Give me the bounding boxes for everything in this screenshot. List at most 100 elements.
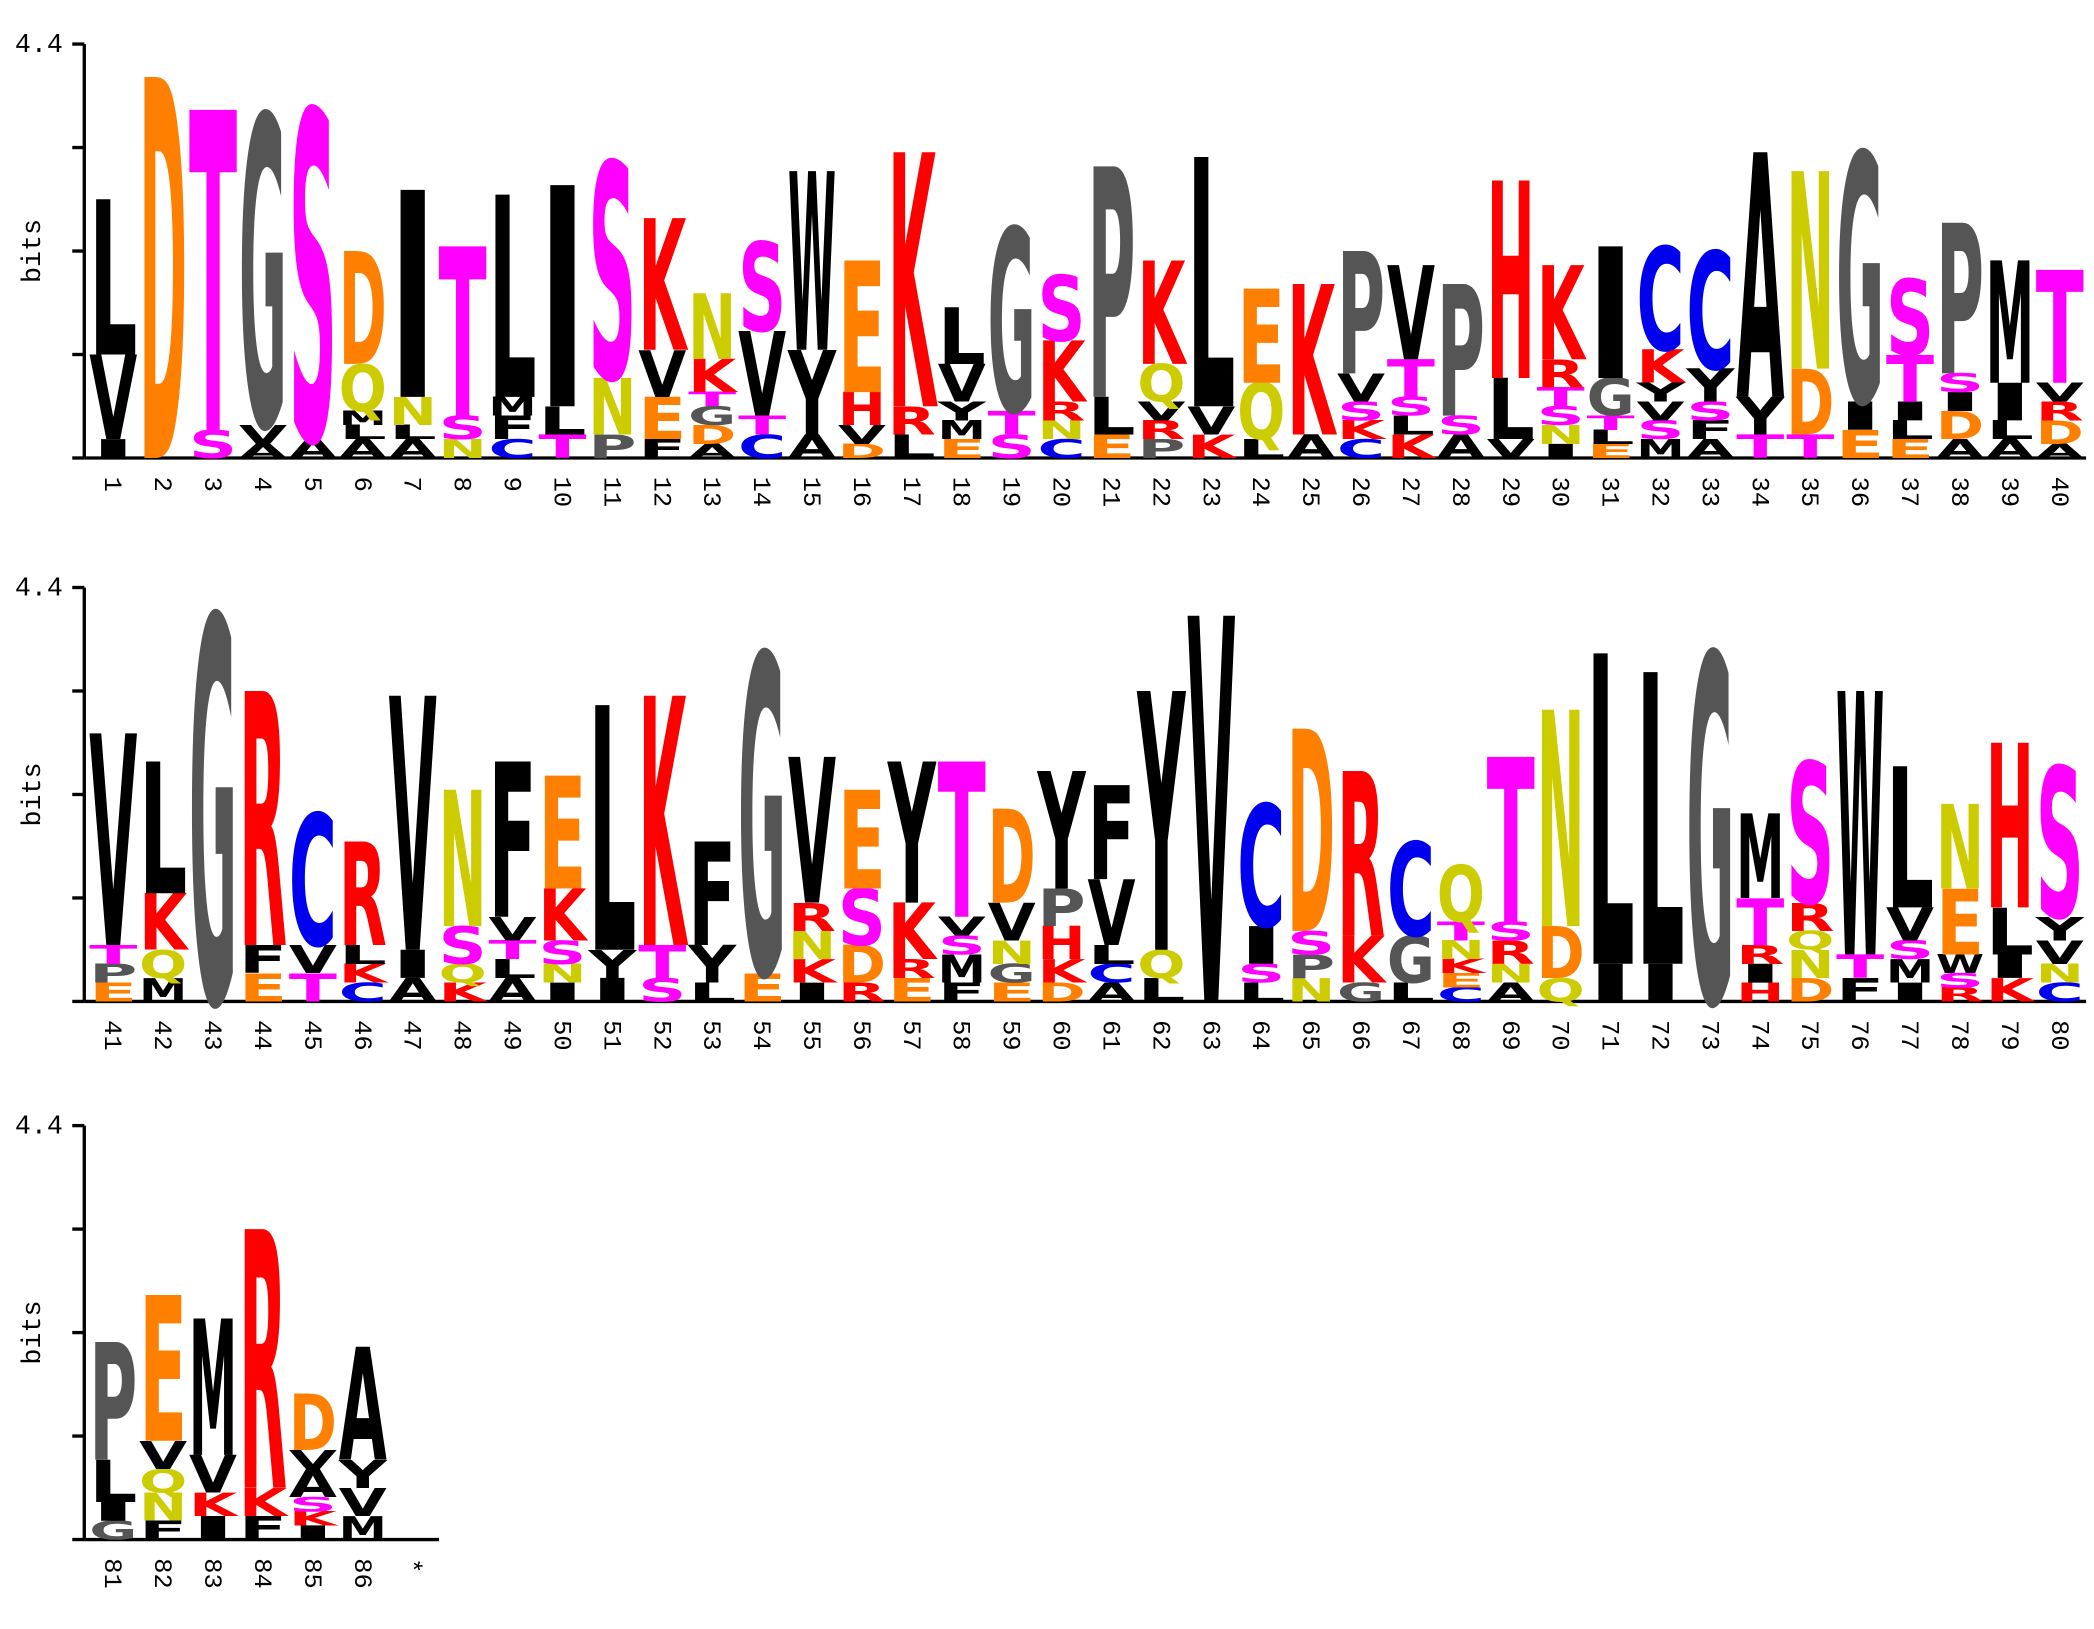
logo-letter: K bbox=[888, 83, 938, 489]
logo-letter: R bbox=[339, 814, 387, 979]
logo-letter: N bbox=[1537, 420, 1585, 450]
logo-letter: E bbox=[638, 386, 686, 454]
logo-letter: L bbox=[1187, 88, 1235, 487]
logo-letter: N bbox=[1487, 959, 1535, 989]
position-label: 67 bbox=[1395, 1020, 1424, 1050]
logo-letter: V bbox=[1636, 397, 1684, 427]
logo-letter: V bbox=[938, 912, 986, 942]
logo-letter: Q bbox=[139, 1463, 187, 1501]
logo-letter: V bbox=[139, 1434, 187, 1478]
logo-letter: S bbox=[638, 971, 686, 1009]
logo-letter: D bbox=[339, 222, 387, 402]
logo-letter: K bbox=[638, 183, 688, 393]
position-label: 61 bbox=[1095, 1020, 1124, 1050]
position-label: 60 bbox=[1046, 1020, 1075, 1050]
logo-letter: A bbox=[289, 435, 337, 465]
logo-letter: V bbox=[489, 910, 538, 948]
logo-letter: K bbox=[1137, 233, 1187, 398]
position-label: 52 bbox=[646, 1020, 675, 1050]
logo-letter: F bbox=[139, 1516, 187, 1546]
position-label: 69 bbox=[1495, 1020, 1524, 1050]
logo-letter: K bbox=[638, 627, 688, 1026]
logo-letter: N bbox=[988, 934, 1036, 972]
logo-letter: M bbox=[1986, 228, 2034, 424]
logo-letter: V bbox=[189, 1445, 238, 1505]
logo-letter: I bbox=[1636, 954, 1684, 1014]
position-label: 66 bbox=[1345, 1020, 1374, 1050]
logo-letter: T bbox=[489, 936, 538, 966]
logo-letter: K bbox=[1187, 428, 1237, 466]
logo-letter: C bbox=[1087, 959, 1135, 989]
position-label: 31 bbox=[1595, 477, 1624, 507]
logo-letter: T bbox=[538, 428, 586, 466]
logo-letter: C bbox=[1387, 816, 1435, 966]
logo-letter: P bbox=[1437, 249, 1485, 459]
logo-letter: R bbox=[888, 400, 936, 444]
logo-letter: K bbox=[339, 959, 390, 989]
logo-letter: E bbox=[1587, 440, 1635, 463]
logo-letter: G bbox=[89, 1516, 137, 1546]
logo-letter: A bbox=[1686, 435, 1734, 465]
logo-letter: S bbox=[1936, 969, 1984, 992]
logo-letter: A bbox=[1487, 978, 1535, 1008]
logo-letter: I bbox=[788, 978, 836, 1008]
position-label: 58 bbox=[946, 1020, 975, 1050]
position-label: 51 bbox=[596, 1020, 625, 1050]
logo-letter: K bbox=[1038, 325, 1089, 422]
logo-letter: A bbox=[339, 435, 387, 465]
logo-letter: S bbox=[1287, 924, 1335, 962]
logo-letter: T bbox=[2036, 241, 2084, 421]
logo-letter: C bbox=[738, 428, 786, 466]
logo-letter: F bbox=[489, 721, 537, 968]
logo-letter: V bbox=[389, 626, 437, 1032]
logo-letter: L bbox=[1587, 570, 1635, 1065]
logo-letter: H bbox=[1038, 917, 1086, 969]
logo-letter: V bbox=[988, 893, 1037, 953]
logo-letter: K bbox=[1636, 341, 1687, 393]
logo-letter: L bbox=[1487, 363, 1535, 460]
position-label: 86 bbox=[347, 1558, 376, 1588]
logo-letter: A bbox=[1287, 428, 1336, 466]
logo-letter: E bbox=[988, 978, 1036, 1008]
logo-letter: L bbox=[588, 639, 636, 1030]
logo-letter: A bbox=[289, 1463, 337, 1507]
logo-letter: T bbox=[1487, 711, 1535, 975]
logo-letter: C bbox=[489, 435, 537, 465]
y-tick-label: 4.4 bbox=[15, 575, 63, 605]
logo-letter: I bbox=[1986, 948, 2034, 986]
logo-letter: A bbox=[1437, 428, 1486, 466]
position-label: 85 bbox=[297, 1558, 326, 1588]
position-label: 64 bbox=[1245, 1020, 1274, 1050]
position-label: 30 bbox=[1545, 477, 1574, 507]
logo-letter: D bbox=[838, 440, 886, 463]
position-label: 41 bbox=[97, 1020, 126, 1050]
logo-letter: I bbox=[1587, 211, 1635, 421]
logo-letter: C bbox=[2036, 978, 2084, 1008]
y-axis-label: bits bbox=[19, 219, 49, 283]
position-label: 34 bbox=[1744, 477, 1773, 507]
logo-letter: D bbox=[1537, 914, 1585, 996]
position-label: 25 bbox=[1295, 477, 1324, 507]
logo-letter: L bbox=[1137, 971, 1185, 1009]
logo-letter: K bbox=[439, 978, 490, 1008]
logo-letter: A bbox=[339, 1318, 387, 1498]
logo-letter: K bbox=[239, 1481, 290, 1525]
logo-letter: I bbox=[389, 943, 437, 987]
logo-letter: M bbox=[339, 1510, 387, 1548]
logo-letter: M bbox=[489, 392, 537, 422]
position-label: 48 bbox=[447, 1020, 476, 1050]
logo-letter: F bbox=[938, 978, 986, 1008]
logo-letter: V bbox=[838, 420, 886, 450]
logo-letter: M bbox=[139, 971, 187, 1009]
position-label: 59 bbox=[996, 1020, 1025, 1050]
logo-letter: S bbox=[1337, 397, 1385, 427]
position-label: 72 bbox=[1644, 1020, 1673, 1050]
position-label: 70 bbox=[1545, 1020, 1574, 1050]
logo-letter: V bbox=[1187, 400, 1235, 444]
position-label: 84 bbox=[247, 1558, 276, 1588]
logo-letter: I bbox=[538, 978, 586, 1008]
position-label: 21 bbox=[1095, 477, 1124, 507]
logo-letter: S bbox=[588, 104, 636, 449]
logo-letter: D bbox=[688, 420, 736, 450]
